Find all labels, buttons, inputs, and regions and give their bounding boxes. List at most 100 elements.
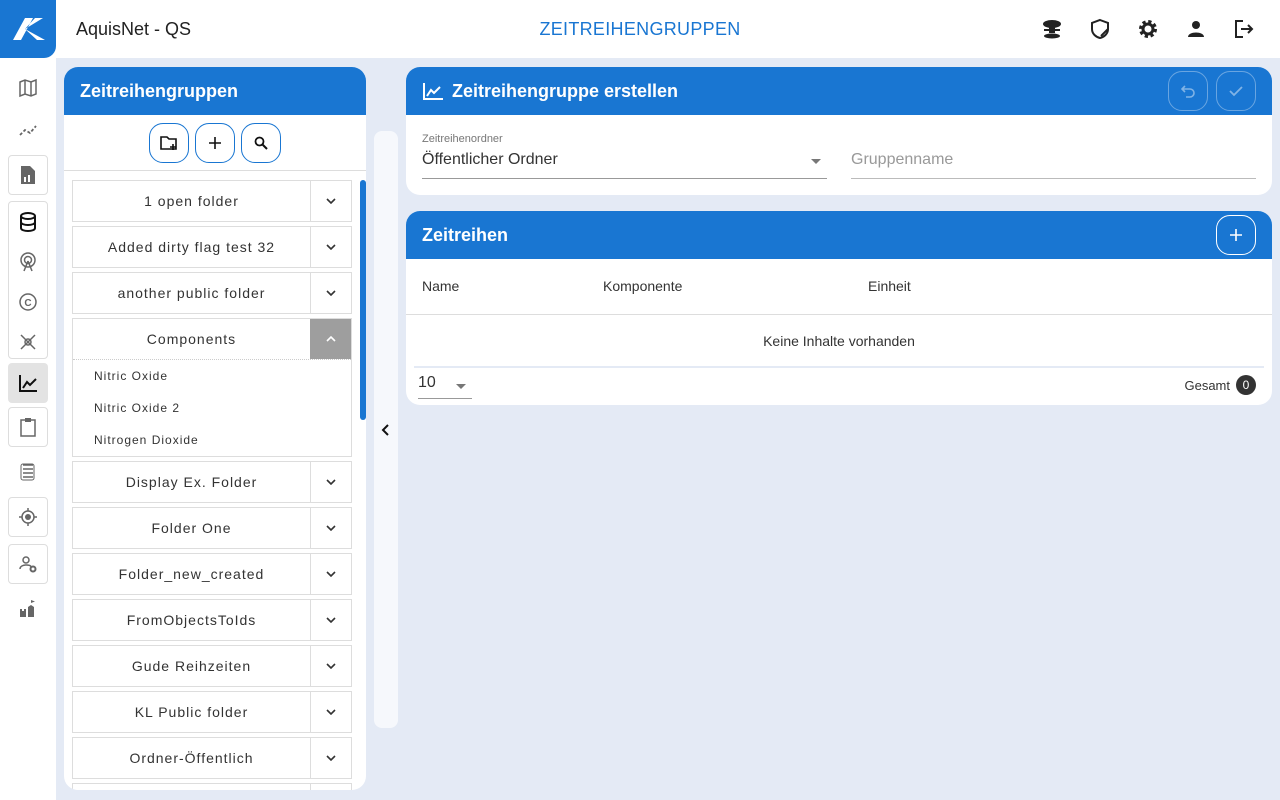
groups-panel-title: Zeitreihengruppen (64, 67, 366, 115)
column-einheit[interactable]: Einheit (868, 278, 911, 294)
line-chart-icon (423, 83, 443, 100)
chevron-up-icon (325, 336, 336, 342)
scrollbar[interactable] (360, 180, 366, 420)
timeseries-item[interactable]: Nitric Oxide (94, 369, 169, 383)
folder-item[interactable]: Components Nitric Oxide Nitric Oxide 2 Nitr… (72, 318, 352, 457)
chevron-down-icon (326, 617, 336, 623)
logout-icon[interactable] (1232, 17, 1256, 41)
folder-name[interactable]: Gude Reihzeiten (131, 658, 252, 674)
chevron-down-icon (326, 663, 336, 669)
collapse-folder-button[interactable] (310, 319, 351, 359)
copyright-icon[interactable]: C (8, 282, 48, 322)
folder-item[interactable]: Folder_new_created (72, 553, 352, 595)
svg-text:C: C (24, 298, 31, 309)
chevron-down-icon (326, 755, 336, 761)
antenna-icon[interactable] (8, 242, 48, 282)
expand-folder-button[interactable] (310, 692, 351, 732)
expand-folder-button[interactable] (310, 738, 351, 778)
folder-name[interactable]: Postman Test Ordner - NICHT (73, 784, 310, 790)
expand-folder-button[interactable] (310, 600, 351, 640)
page-size-select[interactable]: 10 (418, 374, 472, 399)
chevron-left-icon (381, 423, 389, 436)
group-name-input[interactable]: Gruppenname (851, 151, 1256, 179)
folder-name[interactable]: 1 open folder (144, 193, 239, 209)
gear-icon[interactable] (1136, 17, 1160, 41)
database-icon[interactable] (8, 201, 48, 359)
page-size-value: 10 (418, 374, 436, 391)
expand-folder-button[interactable] (310, 273, 351, 313)
undo-button[interactable] (1168, 71, 1208, 111)
chart-points-icon[interactable] (8, 110, 48, 150)
save-button[interactable] (1216, 71, 1256, 111)
logo[interactable] (0, 0, 56, 58)
expand-folder-button[interactable] (310, 181, 351, 221)
top-bar: AquisNet - QS ZEITREIHENGRUPPEN (0, 0, 1280, 58)
groups-panel: Zeitreihengruppen 1 open folder Added dir… (64, 67, 366, 790)
create-card-title: Zeitreihengruppe erstellen (452, 80, 679, 101)
folder-item[interactable]: Folder One (72, 507, 352, 549)
expand-folder-button[interactable] (310, 462, 351, 502)
add-folder-button[interactable] (149, 122, 189, 163)
castle-icon[interactable] (8, 589, 48, 629)
add-button[interactable] (195, 122, 235, 163)
expand-folder-button[interactable] (310, 646, 351, 686)
timeseries-item[interactable]: Nitric Oxide 2 (94, 401, 181, 415)
chevron-down-icon (326, 709, 336, 715)
page-title: ZEITREIHENGRUPPEN (539, 19, 741, 39)
map-icon[interactable] (8, 68, 48, 108)
search-button[interactable] (241, 122, 281, 163)
column-komponente[interactable]: Komponente (603, 278, 683, 294)
folder-item[interactable]: FromObjectsToIds (72, 599, 352, 641)
column-name[interactable]: Name (422, 278, 460, 294)
folder-select-value: Öffentlicher Ordner (422, 151, 558, 168)
total-label: Gesamt (1184, 377, 1230, 393)
folder-item[interactable]: KL Public folder (72, 691, 352, 733)
folder-list: 1 open folder Added dirty flag test 32 ano… (64, 180, 366, 790)
folder-name[interactable]: Display Ex. Folder (125, 474, 258, 490)
report-icon[interactable] (8, 155, 48, 195)
folder-item[interactable]: another public folder (72, 272, 352, 314)
series-card-title: Zeitreihen (422, 224, 509, 245)
series-card: Zeitreihen Name Komponente Einheit Keine… (406, 211, 1272, 405)
folder-item[interactable]: Gude Reihzeiten (72, 645, 352, 687)
empty-message: Keine Inhalte vorhanden (414, 315, 1264, 368)
add-series-button[interactable] (1216, 215, 1256, 255)
user-icon[interactable] (1184, 17, 1208, 41)
folder-name[interactable]: Components (146, 331, 237, 347)
user-settings-icon[interactable] (8, 544, 48, 584)
folder-select-label: Zeitreihenordner (422, 133, 503, 145)
folder-name[interactable]: FromObjectsToIds (126, 612, 257, 628)
folder-name[interactable]: Folder_new_created (118, 566, 265, 582)
folder-item[interactable]: Added dirty flag test 32 (72, 226, 352, 268)
caret-down-icon (811, 159, 821, 164)
folder-item[interactable]: Ordner-Öffentlich (72, 737, 352, 779)
nav-rail: C (0, 58, 56, 800)
folder-item[interactable]: Postman Test Ordner - NICHT (72, 783, 352, 790)
app-title: AquisNet - QS (76, 19, 192, 39)
collapse-panel-button[interactable] (374, 131, 398, 728)
satellite-icon[interactable] (8, 322, 48, 362)
line-chart-icon[interactable] (8, 363, 48, 403)
expand-folder-button[interactable] (310, 554, 351, 594)
table-header: Name Komponente Einheit (406, 259, 1272, 315)
expand-folder-button[interactable] (310, 784, 351, 790)
chevron-down-icon (326, 571, 336, 577)
weather-icon[interactable] (1040, 17, 1064, 41)
shield-edit-icon[interactable] (1088, 17, 1112, 41)
folder-item[interactable]: Display Ex. Folder (72, 461, 352, 503)
expand-folder-button[interactable] (310, 508, 351, 548)
chevron-down-icon (326, 290, 336, 296)
clipboard-icon[interactable] (8, 407, 48, 447)
folder-name[interactable]: Folder One (151, 520, 232, 536)
expand-folder-button[interactable] (310, 227, 351, 267)
folder-name[interactable]: KL Public folder (134, 704, 249, 720)
folder-name[interactable]: Ordner-Öffentlich (129, 750, 254, 766)
folder-select[interactable]: Zeitreihenordner Öffentlicher Ordner (422, 133, 827, 179)
target-icon[interactable] (8, 497, 48, 537)
folder-name[interactable]: Added dirty flag test 32 (107, 239, 276, 255)
chevron-down-icon (326, 198, 336, 204)
timeseries-item[interactable]: Nitrogen Dioxide (94, 433, 199, 447)
folder-name[interactable]: another public folder (117, 285, 266, 301)
folder-item[interactable]: 1 open folder (72, 180, 352, 222)
layers-icon[interactable] (8, 452, 48, 492)
